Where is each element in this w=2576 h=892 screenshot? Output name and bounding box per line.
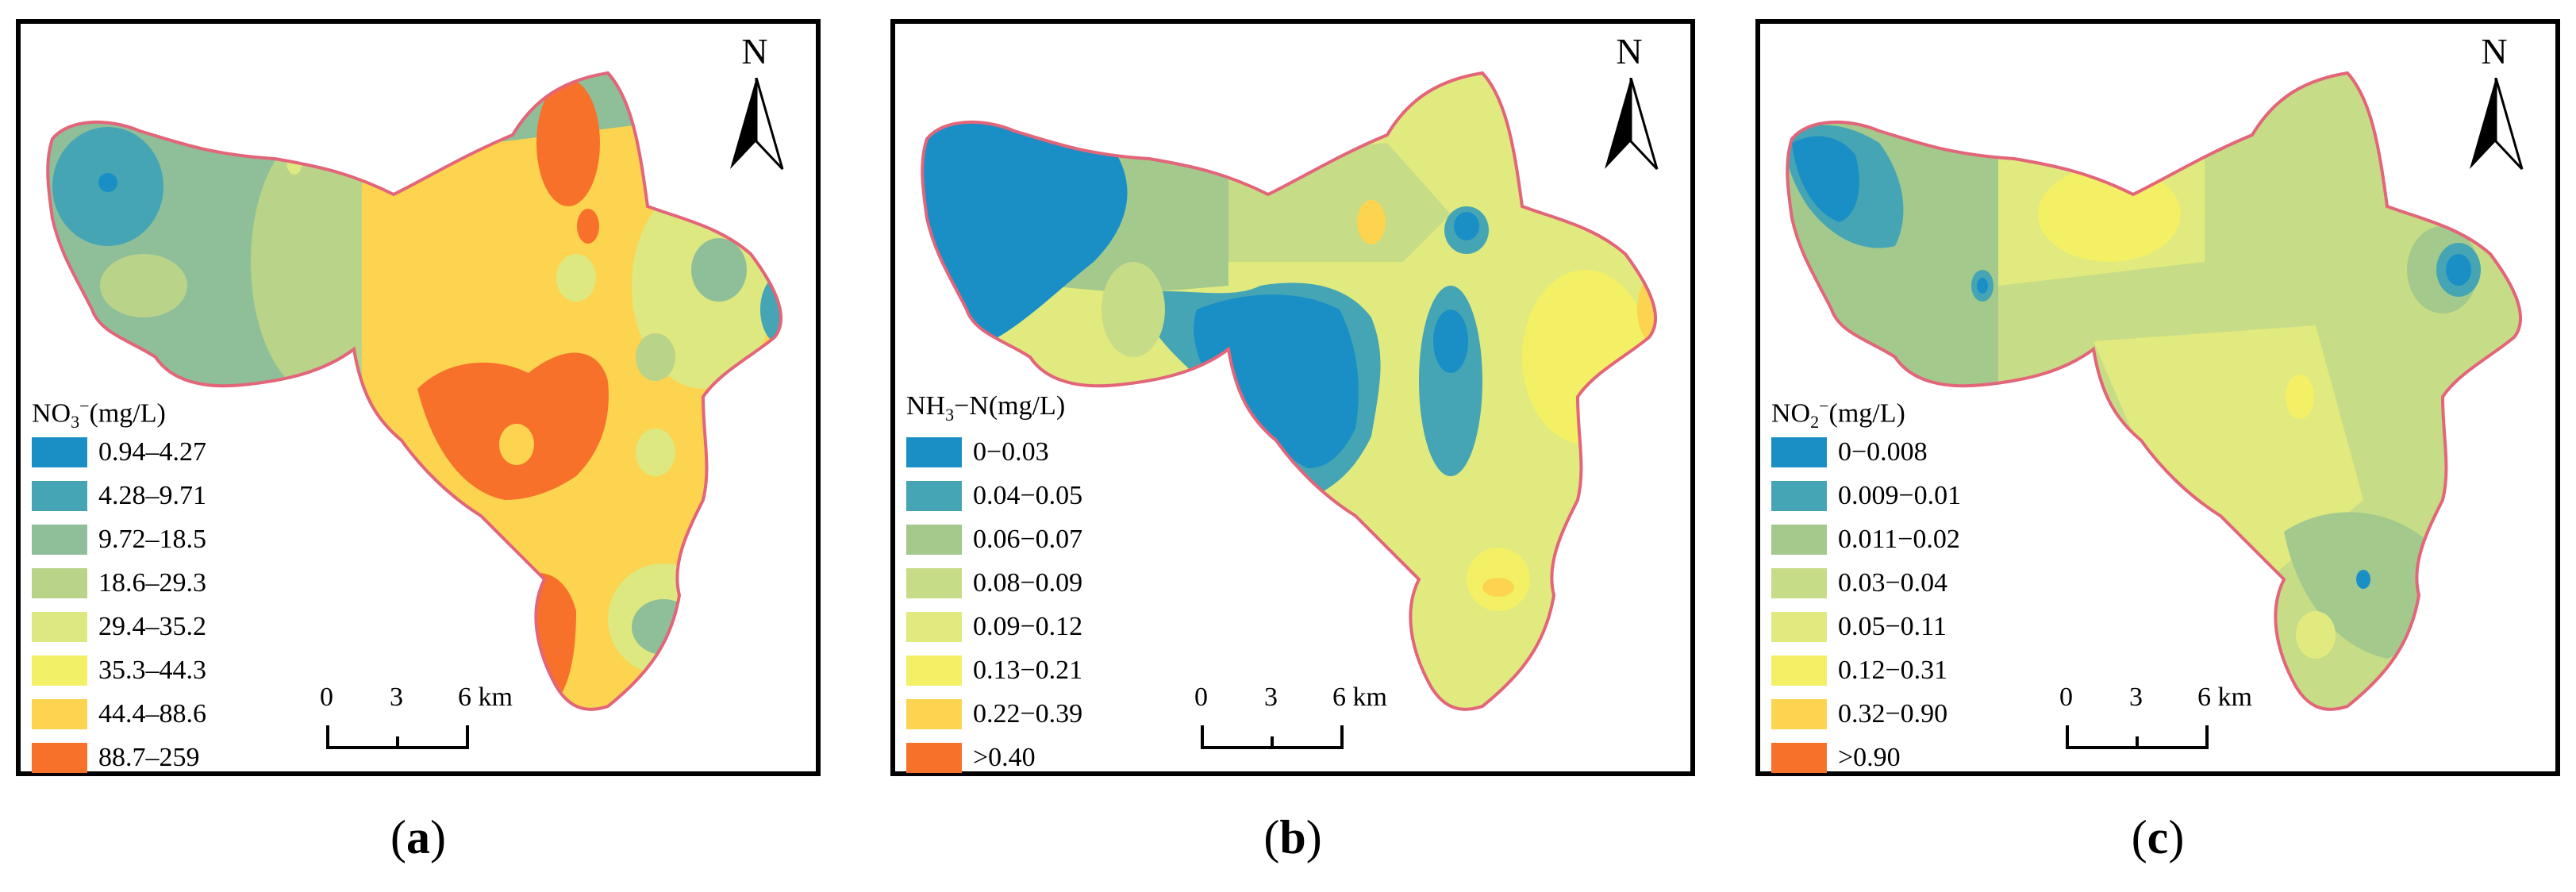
legend-swatch bbox=[1771, 524, 1827, 555]
legend: NO2−(mg/L) 0−0.008 0.009−0.01 0.011−0.02… bbox=[1771, 389, 1961, 779]
scale-bar-line bbox=[326, 725, 469, 749]
north-label: N bbox=[741, 31, 768, 71]
scale-label-6km: 6 km bbox=[458, 682, 513, 712]
legend-title: NO2−(mg/L) bbox=[1771, 396, 1905, 433]
panel-caption-c: (c) bbox=[2131, 811, 2185, 863]
legend-item: 0.32−0.90 bbox=[1771, 692, 1961, 736]
legend-swatch bbox=[32, 698, 87, 729]
legend-swatch bbox=[1771, 567, 1827, 598]
north-arrow: N bbox=[1586, 32, 1673, 190]
map-panel-b: N NH3−N(mg/L) 0−0.03 0.04−0.05 0.06−0.07… bbox=[890, 19, 1695, 776]
map-panel-a: N NO3−(mg/L) 0.94–4.27 4.28–9.71 9.72–18… bbox=[16, 19, 821, 776]
legend-item: 18.6–29.3 bbox=[32, 561, 206, 605]
scale-bar: 0 3 6 km bbox=[320, 682, 513, 762]
scale-label-0: 0 bbox=[2059, 682, 2073, 712]
legend-item: 0.06−0.07 bbox=[906, 517, 1082, 561]
legend-item: 0.03−0.04 bbox=[1771, 561, 1961, 605]
legend-swatch bbox=[906, 524, 962, 555]
north-arrow: N bbox=[711, 32, 798, 190]
scale-label-3: 3 bbox=[2129, 682, 2143, 712]
legend-swatch bbox=[906, 698, 962, 729]
legend-swatch bbox=[906, 436, 962, 467]
ammonia-nitrogen-distribution-map bbox=[921, 71, 1657, 711]
north-arrow: N bbox=[2451, 32, 2538, 190]
legend-item: 35.3–44.3 bbox=[32, 648, 206, 692]
legend-swatch bbox=[1771, 611, 1827, 642]
legend-swatch bbox=[32, 480, 87, 511]
scale-label-6km: 6 km bbox=[1332, 682, 1387, 712]
legend-swatch bbox=[32, 611, 87, 642]
scale-bar-line bbox=[1201, 725, 1344, 749]
legend-item: 9.72–18.5 bbox=[32, 517, 206, 561]
north-label: N bbox=[1616, 31, 1643, 71]
legend-item: 0.011−0.02 bbox=[1771, 517, 1961, 561]
north-arrow-icon bbox=[1605, 78, 1659, 171]
legend-item: 0.94–4.27 bbox=[32, 430, 206, 474]
legend-swatch bbox=[32, 655, 87, 686]
legend-item: 0.09−0.12 bbox=[906, 605, 1082, 648]
legend-item: 88.7–259 bbox=[32, 736, 206, 779]
legend-item: 0−0.008 bbox=[1771, 430, 1961, 474]
legend-swatch bbox=[1771, 436, 1827, 467]
legend-title: NH3−N(mg/L) bbox=[906, 391, 1066, 425]
legend-swatch bbox=[906, 611, 962, 642]
legend-item: 0.08−0.09 bbox=[906, 561, 1082, 605]
legend-item: 0.13−0.21 bbox=[906, 648, 1082, 692]
legend-item: 29.4–35.2 bbox=[32, 605, 206, 648]
legend-item: 0.009−0.01 bbox=[1771, 474, 1961, 517]
panel-caption-a: (a) bbox=[390, 811, 446, 863]
legend-item: 0.05−0.11 bbox=[1771, 605, 1961, 648]
legend-swatch bbox=[1771, 655, 1827, 686]
north-arrow-icon bbox=[2470, 78, 2524, 171]
legend-swatch bbox=[1771, 698, 1827, 729]
scale-label-0: 0 bbox=[1194, 682, 1208, 712]
scale-bar: 0 3 6 km bbox=[2059, 682, 2252, 762]
legend-item: 0.04−0.05 bbox=[906, 474, 1082, 517]
scale-label-0: 0 bbox=[320, 682, 333, 712]
legend: NO3−(mg/L) 0.94–4.27 4.28–9.71 9.72–18.5… bbox=[32, 389, 206, 779]
nitrate-distribution-map bbox=[46, 71, 782, 711]
legend-item: 0−0.03 bbox=[906, 430, 1082, 474]
legend-swatch bbox=[32, 742, 87, 773]
scale-label-3: 3 bbox=[1264, 682, 1278, 712]
legend-swatch bbox=[32, 524, 87, 555]
scale-bar: 0 3 6 km bbox=[1194, 682, 1387, 762]
legend-swatch bbox=[906, 480, 962, 511]
legend-item: 44.4–88.6 bbox=[32, 692, 206, 736]
legend-swatch bbox=[906, 742, 962, 773]
legend-item: >0.90 bbox=[1771, 736, 1961, 779]
legend-swatch bbox=[32, 567, 87, 598]
map-panel-c: N NO2−(mg/L) 0−0.008 0.009−0.01 0.011−0.… bbox=[1755, 19, 2560, 776]
scale-label-6km: 6 km bbox=[2197, 682, 2252, 712]
legend-swatch bbox=[1771, 480, 1827, 511]
legend: NH3−N(mg/L) 0−0.03 0.04−0.05 0.06−0.07 0… bbox=[906, 389, 1082, 779]
legend-item: 0.22−0.39 bbox=[906, 692, 1082, 736]
legend-swatch bbox=[906, 567, 962, 598]
scale-label-3: 3 bbox=[390, 682, 403, 712]
nitrite-distribution-map bbox=[1786, 71, 2522, 711]
legend-swatch bbox=[906, 655, 962, 686]
legend-swatch bbox=[32, 436, 87, 467]
north-arrow-icon bbox=[730, 78, 784, 171]
legend-item: >0.40 bbox=[906, 736, 1082, 779]
legend-item: 0.12−0.31 bbox=[1771, 648, 1961, 692]
north-label: N bbox=[2481, 31, 2508, 71]
panel-caption-b: (b) bbox=[1263, 811, 1322, 863]
legend-item: 4.28–9.71 bbox=[32, 474, 206, 517]
legend-swatch bbox=[1771, 742, 1827, 773]
scale-bar-line bbox=[2066, 725, 2209, 749]
legend-title: NO3−(mg/L) bbox=[32, 396, 166, 433]
